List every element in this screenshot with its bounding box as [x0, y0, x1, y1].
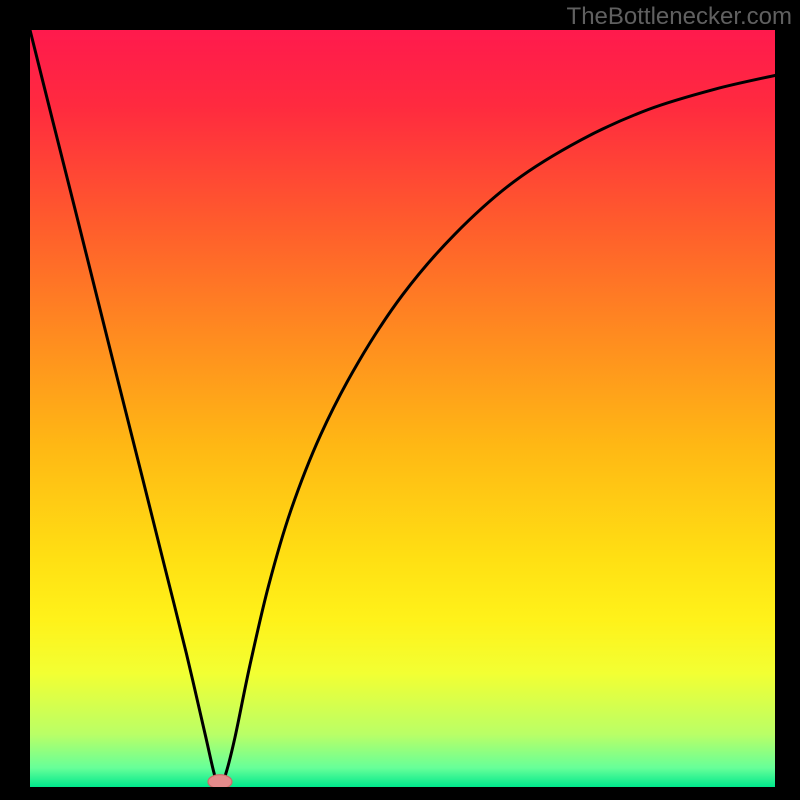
chart-svg: [0, 0, 800, 800]
optimal-point-marker: [208, 775, 232, 789]
plot-area: [30, 30, 775, 787]
chart-root: TheBottlenecker.com: [0, 0, 800, 800]
watermark-text: TheBottlenecker.com: [567, 3, 792, 31]
